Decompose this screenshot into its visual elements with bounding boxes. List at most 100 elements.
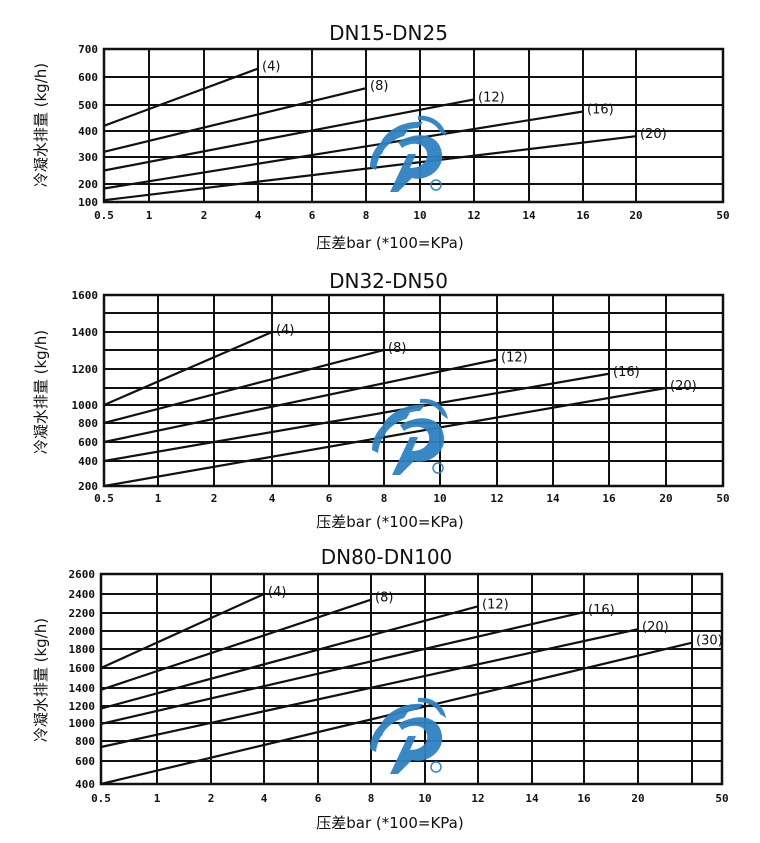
x-tick-label: 20 <box>629 209 642 222</box>
x-tick-label: 14 <box>546 492 560 505</box>
series-label: (16) <box>588 603 615 618</box>
logo-arc-top <box>420 398 448 419</box>
series-label: (4) <box>268 585 286 600</box>
series-label: (20) <box>642 620 669 635</box>
x-tick-label: 6 <box>309 209 316 222</box>
logo-swoosh-inner <box>370 130 408 170</box>
series-line <box>100 598 372 691</box>
y-tick-label: 1400 <box>72 326 99 339</box>
x-tick-label: 20 <box>631 792 644 805</box>
y-tick-label: 2200 <box>69 607 96 620</box>
y-tick-label: 1000 <box>72 399 99 412</box>
y-tick-label: 400 <box>78 125 98 138</box>
x-tick-label: 50 <box>716 209 729 222</box>
series-line <box>103 372 610 463</box>
x-tick-label: 4 <box>269 492 276 505</box>
series-label: (16) <box>613 365 640 380</box>
registered-mark-icon <box>430 179 442 191</box>
x-tick-label: 0.5 <box>94 492 114 505</box>
x-tick-label: 8 <box>363 209 370 222</box>
y-tick-label: 2400 <box>69 588 96 601</box>
series-line <box>103 98 475 172</box>
brand-logo-watermark <box>370 115 446 192</box>
logo-arc-top <box>418 115 446 136</box>
x-axis-label: 压差bar (*100=KPa) <box>316 814 463 832</box>
y-tick-label: 700 <box>78 43 98 56</box>
x-tick-label: 10 <box>418 792 431 805</box>
plot-frame <box>102 293 725 488</box>
series-line <box>103 386 667 488</box>
x-tick-label: 12 <box>467 209 480 222</box>
x-tick-label: 1 <box>146 209 153 222</box>
x-tick-label: 2 <box>208 792 215 805</box>
chart-3: DN80-DN100260024002200200018001600140012… <box>32 545 729 832</box>
y-tick-label: 1000 <box>69 717 96 730</box>
series-label: (12) <box>501 351 528 366</box>
x-tick-label: 6 <box>315 792 322 805</box>
y-axis-label: 冷凝水排量 (kg/h) <box>32 330 50 454</box>
chart-title: DN32-DN50 <box>329 269 448 293</box>
x-tick-label: 10 <box>413 209 426 222</box>
series-label: (20) <box>670 379 697 394</box>
x-tick-label: 12 <box>490 492 503 505</box>
series-line <box>100 610 585 725</box>
x-tick-label: 2 <box>211 492 218 505</box>
x-tick-label: 2 <box>201 209 208 222</box>
x-tick-label: 0.5 <box>94 209 114 222</box>
y-tick-label: 600 <box>78 71 98 84</box>
y-axis-label: 冷凝水排量 (kg/h) <box>32 618 50 742</box>
series-line <box>100 628 639 749</box>
y-tick-label: 1600 <box>69 662 96 675</box>
x-tick-label: 1 <box>154 792 161 805</box>
series-line <box>100 605 479 710</box>
x-tick-label: 20 <box>659 492 672 505</box>
series-line <box>100 592 265 670</box>
series-line <box>103 330 273 407</box>
series-label: (8) <box>375 591 393 606</box>
plot-frame <box>99 572 724 786</box>
x-tick-label: 8 <box>381 492 388 505</box>
y-tick-label: 300 <box>78 151 98 164</box>
x-tick-label: 6 <box>326 492 333 505</box>
logo-swoosh-inner <box>370 712 408 752</box>
logo-arc-top <box>418 697 446 718</box>
y-tick-label: 200 <box>78 178 98 191</box>
y-tick-label: 800 <box>78 417 98 430</box>
series-label: (20) <box>640 127 667 142</box>
series-line <box>103 135 637 202</box>
y-tick-label: 2600 <box>69 568 96 581</box>
registered-mark-icon <box>430 761 442 773</box>
y-tick-label: 600 <box>75 755 95 768</box>
series-label: (8) <box>388 341 406 356</box>
series-line <box>103 110 584 190</box>
x-tick-label: 1 <box>155 492 162 505</box>
y-tick-label: 2000 <box>69 625 96 638</box>
y-tick-label: 1600 <box>72 289 99 302</box>
x-tick-label: 4 <box>255 209 262 222</box>
series-label: (4) <box>276 323 294 338</box>
x-tick-label: 16 <box>576 209 590 222</box>
chart-2: DN32-DN50 1600 1400 1200 1000 800 600 400 2000.5… <box>32 269 730 531</box>
series-label: (16) <box>587 103 614 118</box>
x-tick-label: 4 <box>261 792 268 805</box>
x-tick-label: 8 <box>368 792 375 805</box>
logo-p-mark <box>390 717 443 774</box>
x-tick-label: 0.5 <box>91 792 111 805</box>
series-line <box>103 67 259 127</box>
y-tick-label: 200 <box>78 480 98 493</box>
y-tick-label: 1200 <box>72 363 99 376</box>
y-tick-label: 500 <box>78 99 98 112</box>
logo-p-mark <box>392 418 445 475</box>
logo-p-mark <box>390 135 443 192</box>
chart-title: DN15-DN25 <box>329 21 448 45</box>
y-tick-label: 400 <box>75 778 95 791</box>
x-tick-label: 50 <box>715 792 728 805</box>
series-label: (12) <box>478 90 505 105</box>
x-tick-label: 12 <box>471 792 484 805</box>
y-tick-label: 100 <box>78 196 98 209</box>
logo-swoosh-inner <box>372 413 410 453</box>
x-tick-label: 16 <box>602 492 616 505</box>
y-tick-label: 1400 <box>69 682 96 695</box>
y-tick-label: 400 <box>78 455 98 468</box>
